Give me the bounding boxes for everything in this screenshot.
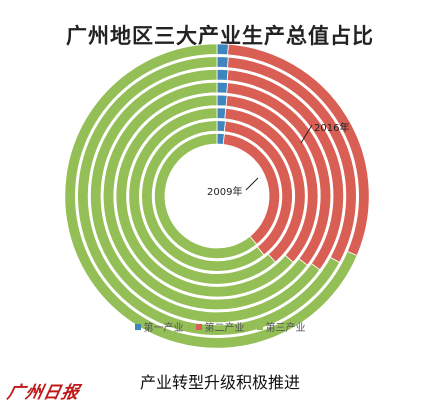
- footer-caption: 产业转型升级积极推进: [139, 373, 300, 392]
- inner-annotation-leader: [245, 177, 259, 191]
- legend-swatch: [195, 323, 202, 330]
- ring-2010-slice-3: [141, 120, 265, 272]
- legend-swatch: [256, 323, 263, 330]
- legend-swatch: [134, 323, 141, 330]
- inner-annotation-label: 2009年: [207, 185, 242, 198]
- rings-layer: [64, 43, 370, 349]
- legend-entry: 第二产业: [195, 319, 245, 334]
- ring-2011-slice-3: [128, 107, 276, 285]
- outer-annotation-label: 2016年: [314, 121, 349, 134]
- ring-2015-slice-3: [77, 56, 341, 336]
- ring-2016-slice-3: [64, 43, 358, 349]
- ring-2015-slice-1: [216, 56, 229, 69]
- ring-2011-slice-1: [216, 107, 227, 120]
- ring-2014-slice-3: [90, 68, 321, 323]
- legend-label: 第二产业: [204, 323, 245, 334]
- ring-2013-slice-3: [102, 81, 308, 311]
- ring-2016-slice-1: [216, 43, 229, 56]
- legend: 第一产业 第二产业 第三产业: [0, 319, 440, 334]
- annotations-layer: 2016年 2009年: [207, 121, 349, 198]
- legend-entry: 第一产业: [134, 319, 184, 334]
- ring-2013-slice-1: [216, 81, 229, 94]
- legend-label: 第三产业: [265, 323, 306, 334]
- ring-2014-slice-1: [216, 68, 229, 81]
- ring-2012-slice-1: [216, 94, 228, 107]
- outer-annotation-leader: [300, 124, 313, 144]
- legend-label: 第一产业: [143, 323, 184, 334]
- ring-2009-slice-3: [154, 132, 258, 259]
- newspaper-watermark-logo: 广州日报: [5, 383, 82, 403]
- ring-2012-slice-3: [115, 94, 294, 298]
- legend-entry: 第三产业: [256, 319, 306, 334]
